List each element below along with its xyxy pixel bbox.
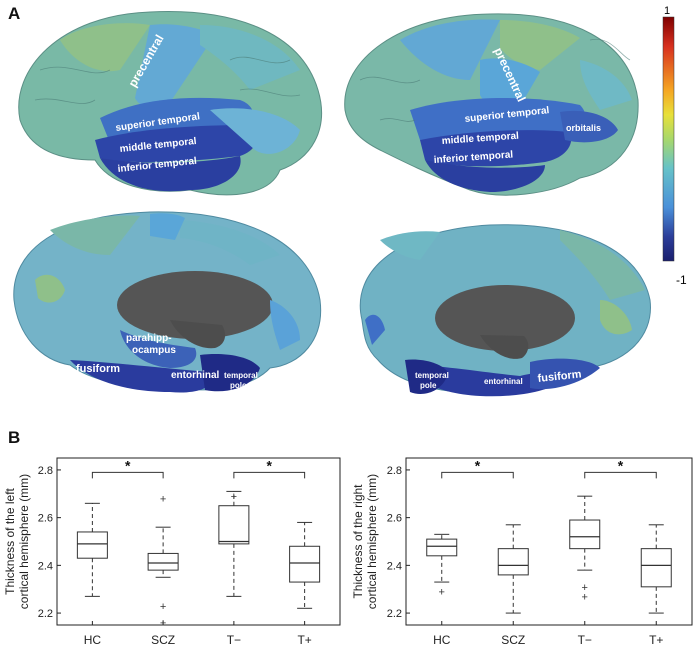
box-3 — [640, 524, 672, 614]
significance-bracket — [584, 471, 657, 479]
plot-frame — [405, 457, 693, 626]
label-orbitalis-right: orbitalis — [566, 123, 601, 133]
brain-medial-left-labels: parahipp- ocampus fusiform entorhinal te… — [76, 333, 258, 390]
colorbar — [662, 16, 675, 262]
x-tick-label: SCZ — [501, 633, 525, 647]
y-tick-label: 2.8 — [38, 465, 53, 477]
outlier-marker: + — [160, 601, 166, 613]
y-axis-label-line2: cortical hemisphere (mm) — [17, 474, 31, 609]
x-tick-label: T+ — [649, 633, 663, 647]
box-0 — [76, 502, 108, 597]
label-entorhinal-right: entorhinal — [484, 377, 523, 386]
box-3 — [289, 521, 321, 609]
box-iqr — [640, 548, 672, 588]
label-temporal-pole-right-1: temporal — [415, 371, 449, 380]
label-parahippocampus-1: parahipp- — [126, 333, 172, 344]
y-axis-label-line2: cortical hemisphere (mm) — [365, 474, 379, 609]
brain-lateral-left — [18, 11, 323, 196]
box-0: + — [426, 533, 458, 599]
box-iqr — [218, 505, 250, 545]
box-iqr — [569, 519, 601, 550]
label-entorhinal-left: entorhinal — [171, 370, 220, 381]
outlier-marker: + — [582, 591, 588, 603]
label-fusiform-left: fusiform — [76, 363, 120, 375]
y-axis-label-line1: Thickness of the left — [3, 487, 17, 594]
box-iqr — [426, 538, 458, 557]
x-tick-label: HC — [84, 633, 102, 647]
outlier-marker: + — [160, 618, 166, 630]
significance-bracket — [233, 471, 306, 479]
y-tick-label: 2.6 — [387, 513, 402, 525]
box-2: + — [218, 490, 250, 597]
y-tick-label: 2.2 — [38, 608, 53, 620]
boxplot-right: 2.2 2.4 2.6 2.8 Thickness of the right cortic… — [351, 457, 693, 647]
x-tick-label: HC — [433, 633, 451, 647]
brain-medial-right — [359, 224, 651, 397]
box-iqr — [289, 545, 321, 583]
y-tick-label: 2.4 — [387, 560, 402, 572]
significance-star: * — [475, 457, 481, 473]
x-tick-label: T+ — [297, 633, 311, 647]
box-iqr — [147, 552, 179, 571]
x-tick-label: T− — [578, 633, 592, 647]
box-iqr — [497, 548, 529, 576]
panel-a-letter: A — [8, 4, 21, 23]
y-axis-label-line1: Thickness of the right — [351, 484, 365, 599]
label-parahippocampus-2: ocampus — [132, 345, 176, 356]
label-temporal-pole-left-1: temporal — [224, 371, 258, 380]
x-tick-label: SCZ — [151, 633, 175, 647]
brain-figure: precentral superior temporal middle temp… — [13, 5, 687, 397]
label-temporal-pole-right-2: pole — [420, 381, 437, 390]
y-tick-label: 2.4 — [38, 560, 53, 572]
outlier-marker: + — [582, 582, 588, 594]
boxplot-left: 2.2 2.4 2.6 2.8 Thickness of the left cortica… — [3, 457, 341, 647]
box-1 — [497, 524, 529, 614]
outlier-marker: + — [231, 491, 237, 503]
significance-bracket — [91, 471, 164, 479]
label-fusiform-right: fusiform — [537, 368, 582, 385]
label-temporal-pole-left-2: pole — [230, 381, 247, 390]
significance-bracket — [441, 471, 514, 479]
y-tick-label: 2.6 — [38, 513, 53, 525]
significance-star: * — [267, 457, 273, 473]
box-2: ++ — [569, 495, 601, 603]
box-1: + + + — [147, 494, 179, 630]
significance-star: * — [618, 457, 624, 473]
y-tick-label: 2.8 — [387, 465, 402, 477]
label-middle-temporal-right: middle temporal — [441, 131, 519, 147]
colorbar-min-label: -1 — [676, 273, 687, 287]
outlier-marker: + — [160, 494, 166, 506]
x-tick-label: T− — [227, 633, 241, 647]
significance-star: * — [125, 457, 131, 473]
colorbar-max-label: 1 — [664, 5, 670, 17]
box-iqr — [76, 531, 108, 559]
panel-b-letter: B — [8, 428, 21, 447]
plot-frame — [56, 457, 341, 626]
brain-lateral-right — [344, 13, 639, 196]
y-tick-label: 2.2 — [387, 608, 402, 620]
outlier-marker: + — [439, 587, 445, 599]
brain-medial-right-labels: temporal pole entorhinal fusiform — [415, 368, 582, 390]
brain-medial-left — [13, 211, 322, 393]
